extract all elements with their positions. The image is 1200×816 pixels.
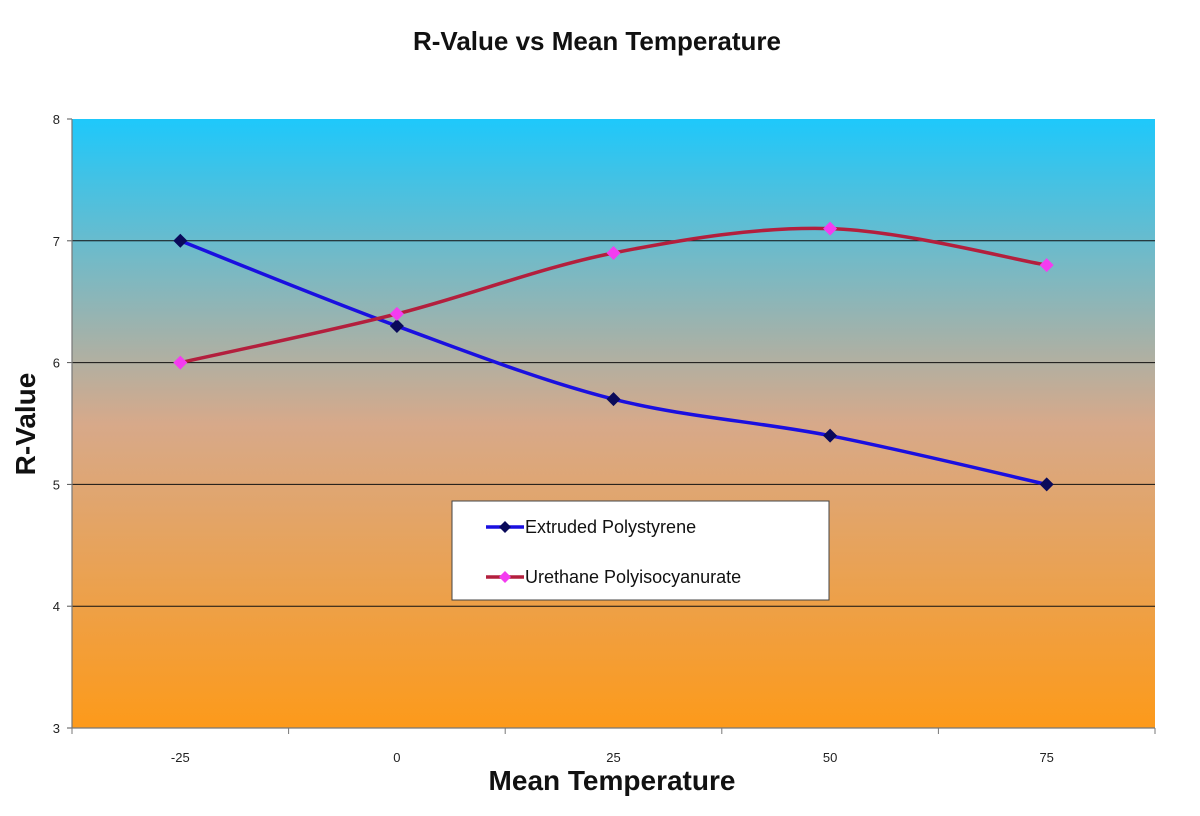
legend-label: Urethane Polyisocyanurate xyxy=(525,567,741,587)
legend-entry: Urethane Polyisocyanurate xyxy=(486,567,741,587)
legend-entry: Extruded Polystyrene xyxy=(486,517,696,537)
y-tick-label: 4 xyxy=(53,599,60,614)
data-point xyxy=(823,221,838,236)
x-axis-title: Mean Temperature xyxy=(489,765,736,796)
plot-area xyxy=(72,119,1155,728)
legend-label: Extruded Polystyrene xyxy=(525,517,696,537)
data-point xyxy=(389,319,404,334)
x-tick-label: 0 xyxy=(393,750,400,765)
y-tick-labels: 3 4 5 6 7 8 xyxy=(53,112,60,736)
x-tick-label: 75 xyxy=(1039,750,1053,765)
data-point xyxy=(823,428,838,443)
legend-swatch-marker xyxy=(499,521,511,533)
y-tick-label: 8 xyxy=(53,112,60,127)
series-urethane-polyisocyanurate xyxy=(173,221,1054,370)
chart-title: R-Value vs Mean Temperature xyxy=(413,26,781,56)
x-tick-labels: -25 0 25 50 75 xyxy=(171,750,1054,765)
axes xyxy=(67,118,1156,734)
y-axis-title: R-Value xyxy=(10,373,41,476)
data-point xyxy=(173,355,188,370)
x-tick-label: 25 xyxy=(606,750,620,765)
data-point xyxy=(1039,258,1054,273)
data-point xyxy=(606,245,621,260)
series-layer xyxy=(173,221,1054,492)
y-tick-label: 3 xyxy=(53,721,60,736)
data-point xyxy=(173,233,188,248)
data-point xyxy=(389,306,404,321)
data-point xyxy=(606,392,621,407)
y-tick-label: 6 xyxy=(53,356,60,371)
data-point xyxy=(1039,477,1054,492)
legend-box xyxy=(451,500,830,601)
y-tick-label: 7 xyxy=(53,234,60,249)
series-extruded-polystyrene xyxy=(173,233,1054,492)
y-tick-label: 5 xyxy=(53,477,60,492)
gridlines xyxy=(72,240,1155,607)
legend-swatch-marker xyxy=(499,571,511,583)
x-tick-label: 50 xyxy=(823,750,837,765)
legend: Extruded Polystyrene Urethane Polyisocyan… xyxy=(451,500,830,601)
x-tick-label: -25 xyxy=(171,750,190,765)
